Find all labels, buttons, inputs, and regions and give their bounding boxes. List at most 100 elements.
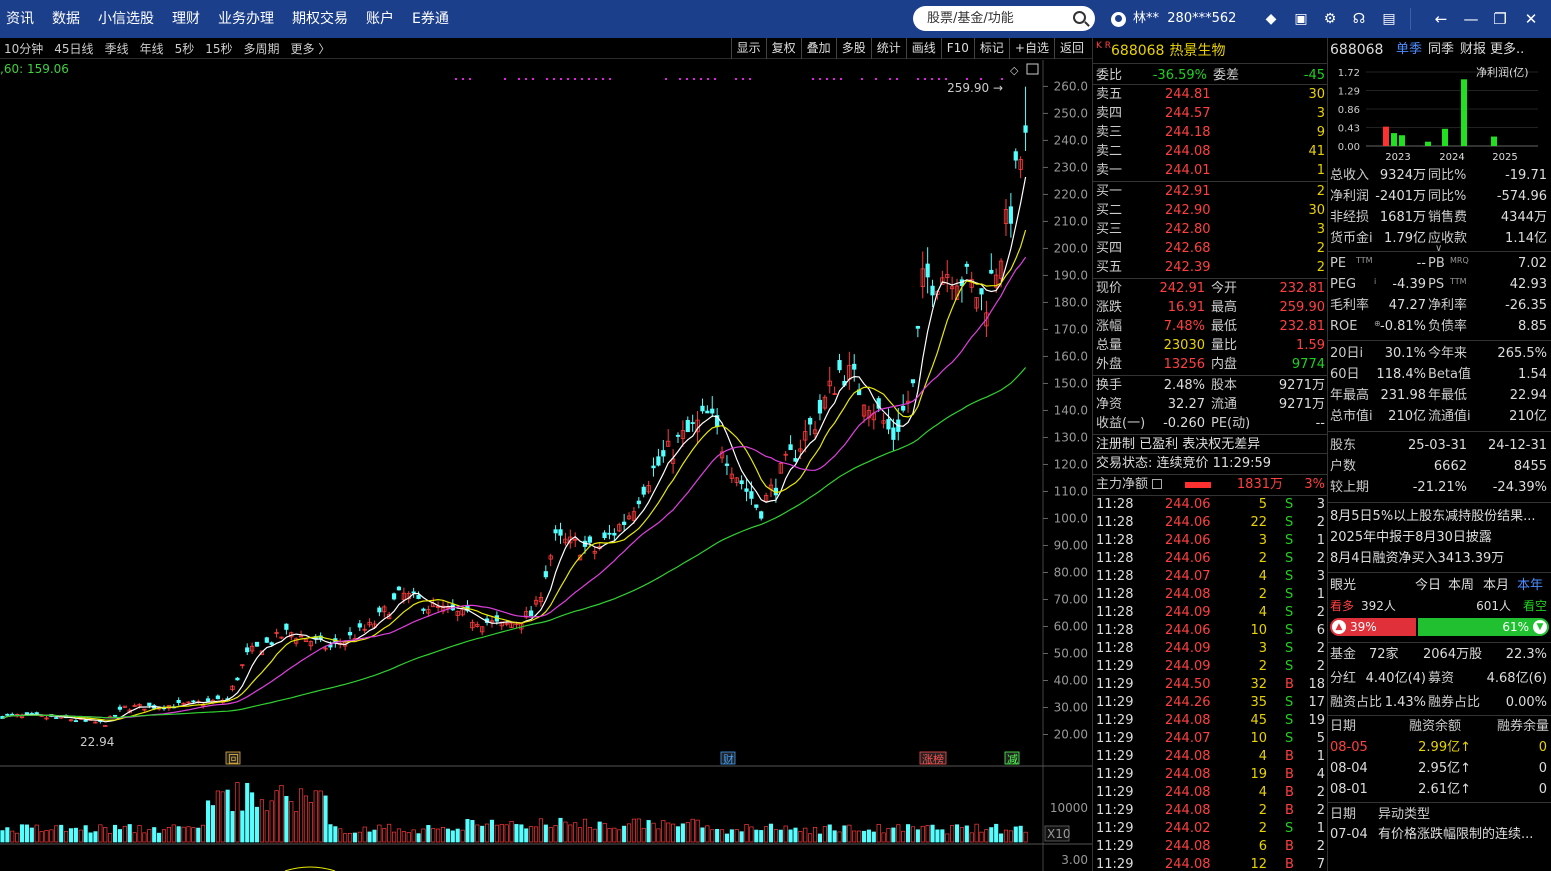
fund-tab[interactable]: 同季 xyxy=(1428,42,1455,57)
stock-name: 热景生物 xyxy=(1169,43,1226,59)
event-marker[interactable]: 财 xyxy=(723,752,734,766)
tool-add-watchlist[interactable]: +自选 xyxy=(1008,38,1054,59)
sentiment-tab[interactable]: 本月 xyxy=(1483,578,1510,593)
stat-label: 量比 xyxy=(1211,338,1238,353)
fund-tab[interactable]: 更多.. xyxy=(1490,42,1525,57)
kline-chart[interactable]: 260.0 250.0 240.0 230.0 220.0 210.0 200.0 190.0… xyxy=(0,60,1092,871)
volume-bar xyxy=(930,824,935,843)
ask-row[interactable]: 卖五 244.81 30 xyxy=(1093,85,1327,104)
period-year[interactable]: 年线 xyxy=(139,42,164,56)
nav-data[interactable]: 数据 xyxy=(52,11,80,27)
ask-row[interactable]: 卖四 244.57 3 xyxy=(1093,104,1327,123)
tool-back[interactable]: 返回 xyxy=(1053,38,1089,59)
news-item[interactable]: 8月4日融资净买入3413.39万 xyxy=(1330,551,1505,566)
period-5s[interactable]: 5秒 xyxy=(174,42,195,56)
bid-row[interactable]: 买一 242.91 2 xyxy=(1093,182,1327,201)
margin-balance: 2.61亿↑ xyxy=(1418,782,1471,797)
tick-count: 17 xyxy=(1308,695,1325,710)
minimize-icon[interactable]: — xyxy=(1463,10,1479,28)
tool-display[interactable]: 显示 xyxy=(730,38,766,59)
candle-body xyxy=(1013,151,1018,161)
signal-dot xyxy=(1001,78,1003,80)
close-icon[interactable]: ✕ xyxy=(1524,10,1538,28)
tick-price: 244.08 xyxy=(1165,713,1211,728)
bid-row[interactable]: 买三 242.80 3 xyxy=(1093,220,1327,239)
restore-icon[interactable]: ❐ xyxy=(1493,10,1507,28)
fund-tab[interactable]: 单季 xyxy=(1396,42,1423,57)
period-15s[interactable]: 15秒 xyxy=(205,42,233,56)
volume-bar xyxy=(710,829,715,843)
bid-row[interactable]: 买五 242.39 2 xyxy=(1093,258,1327,277)
news-item[interactable]: 2025年中报于8月30日披露 xyxy=(1330,530,1492,545)
volume-bar xyxy=(240,810,245,843)
candle-body xyxy=(754,504,759,508)
stat-label: 换手 xyxy=(1096,378,1123,393)
nav-e-securities[interactable]: E券通 xyxy=(412,11,449,27)
nav-account[interactable]: 账户 xyxy=(366,11,394,27)
tool-f10[interactable]: F10 xyxy=(940,38,974,59)
panel-toggle-icon[interactable] xyxy=(1026,63,1039,75)
sentiment-tab[interactable]: 今日 xyxy=(1415,578,1442,593)
tick-row: 11:29 244.08 4 B 1 xyxy=(1093,748,1327,766)
event-marker-box[interactable] xyxy=(919,751,947,765)
message-icon[interactable]: ▤ xyxy=(1382,11,1396,27)
nav-options[interactable]: 期权交易 xyxy=(292,11,348,27)
ask-row[interactable]: 卖一 244.01 1 xyxy=(1093,161,1327,180)
period-quarter[interactable]: 季线 xyxy=(104,42,129,56)
ask-row[interactable]: 卖二 244.08 41 xyxy=(1093,142,1327,161)
candle-body xyxy=(666,440,671,447)
layers-icon[interactable]: ◆ xyxy=(1265,11,1277,27)
diamond-icon[interactable]: ◇ xyxy=(1010,64,1019,77)
signal-dot xyxy=(560,78,562,80)
volume-bar xyxy=(857,830,862,843)
event-marker-box[interactable] xyxy=(225,751,241,765)
stat-label: 今开 xyxy=(1211,281,1238,296)
event-marker-box[interactable] xyxy=(720,751,736,765)
volume-bar xyxy=(93,831,98,843)
user-account[interactable]: 林** 280***562 xyxy=(1111,0,1236,38)
main-flow-row[interactable]: 主力净额 1831万 3% xyxy=(1093,475,1327,494)
candle-body xyxy=(886,419,891,430)
period-10min[interactable]: 10分钟 xyxy=(4,42,44,56)
settings-icon[interactable]: ⚙ xyxy=(1323,11,1337,27)
fin-bar xyxy=(1383,126,1389,146)
period-multi[interactable]: 多周期 xyxy=(243,42,280,56)
row-value: 9324万 xyxy=(1379,168,1426,183)
event-marker-box[interactable] xyxy=(1004,751,1020,765)
nav-stock-picker[interactable]: 小信选股 xyxy=(98,11,154,27)
fund-tab[interactable]: 财报 xyxy=(1460,42,1487,57)
search-input[interactable]: 股票/基金/功能 xyxy=(913,6,1095,31)
nav-news[interactable]: 资讯 xyxy=(6,11,34,27)
volume-bar xyxy=(950,825,955,843)
sentiment-tab[interactable]: 本周 xyxy=(1448,578,1475,593)
volume-bar xyxy=(333,826,338,843)
period-more[interactable]: 更多 〉 xyxy=(290,42,331,56)
search-icon[interactable] xyxy=(1073,11,1086,24)
tick-price: 244.08 xyxy=(1165,767,1211,782)
event-marker[interactable]: 减 xyxy=(1007,753,1018,766)
bid-row[interactable]: 买四 242.68 2 xyxy=(1093,239,1327,258)
nav-business[interactable]: 业务办理 xyxy=(218,11,274,27)
ask-row[interactable]: 卖三 244.18 9 xyxy=(1093,123,1327,142)
fin-bar xyxy=(1399,135,1405,146)
event-marker[interactable]: 涨榜 xyxy=(922,752,944,766)
sentiment-bar[interactable]: ▲ 39% 61% ▼ xyxy=(1330,618,1549,636)
anomaly-row[interactable]: 07-04 有价格涨跌幅限制的连续... xyxy=(1328,824,1551,845)
nav-finance[interactable]: 理财 xyxy=(172,11,200,27)
tool-stats[interactable]: 统计 xyxy=(870,38,906,59)
period-45day[interactable]: 45日线 xyxy=(54,42,94,56)
volume-unit-box xyxy=(1044,825,1070,842)
news-item[interactable]: 8月5日5%以上股东减持股份结果... xyxy=(1330,509,1536,524)
back-icon[interactable]: ← xyxy=(1434,10,1448,28)
tool-overlay[interactable]: 叠加 xyxy=(800,38,836,59)
tool-mark[interactable]: 标记 xyxy=(973,38,1009,59)
tool-draw[interactable]: 画线 xyxy=(905,38,941,59)
volume-bar xyxy=(338,828,343,843)
tool-multi-stock[interactable]: 多股 xyxy=(835,38,871,59)
bid-row[interactable]: 买二 242.90 30 xyxy=(1093,201,1327,220)
sentiment-tab[interactable]: 本年 xyxy=(1517,578,1544,593)
save-icon[interactable]: ▣ xyxy=(1294,11,1308,27)
event-marker[interactable]: 回 xyxy=(228,753,239,766)
headset-icon[interactable]: ☊ xyxy=(1352,11,1366,27)
tool-adjust[interactable]: 复权 xyxy=(765,38,801,59)
